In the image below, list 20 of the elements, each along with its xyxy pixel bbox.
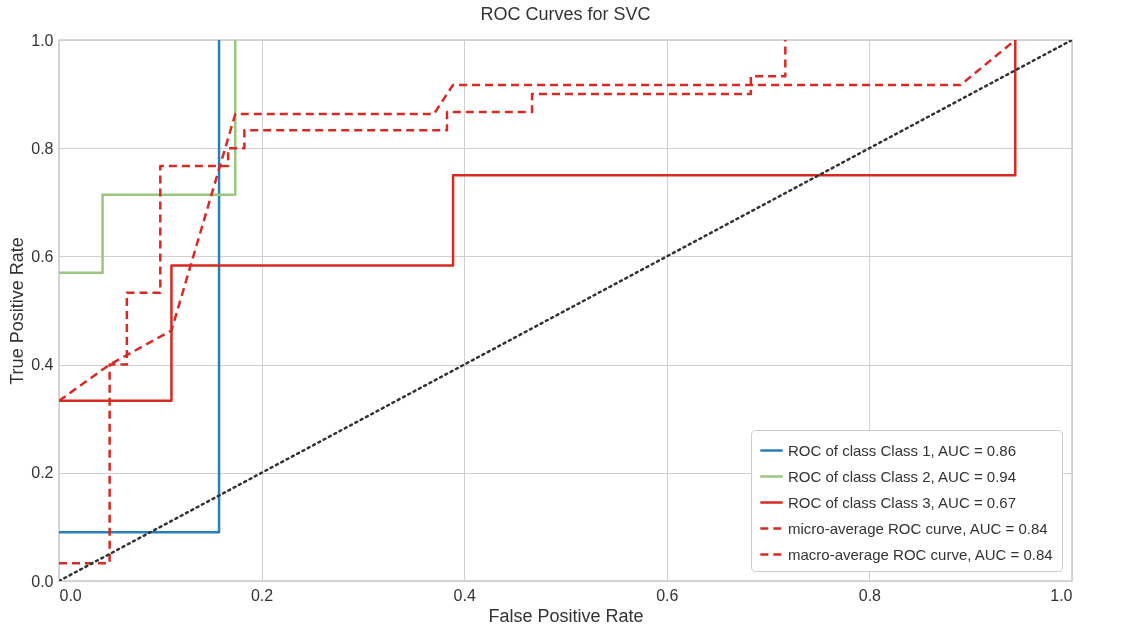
- y-tick-label: 0.2: [31, 464, 54, 482]
- x-axis-title: False Positive Rate: [488, 605, 644, 626]
- x-tick-label: 0.0: [59, 586, 82, 604]
- y-axis-title: True Positive Rate: [7, 237, 28, 385]
- y-tick-label: 0.0: [31, 572, 54, 590]
- legend-label: micro-average ROC curve, AUC = 0.84: [788, 519, 1048, 537]
- y-tick-label: 1.0: [31, 31, 54, 49]
- chart-title: ROC Curves for SVC: [480, 4, 651, 24]
- legend-label: ROC of class Class 2, AUC = 0.94: [788, 467, 1017, 485]
- y-tick-label: 0.6: [31, 247, 54, 265]
- y-tick-label: 0.4: [31, 356, 54, 374]
- x-tick-label: 0.4: [453, 586, 476, 604]
- legend-label: ROC of class Class 3, AUC = 0.67: [788, 493, 1017, 511]
- legend-label: ROC of class Class 1, AUC = 0.86: [788, 441, 1017, 459]
- x-tick-label: 1.0: [1050, 586, 1073, 604]
- x-tick-label: 0.8: [858, 586, 882, 604]
- x-tick-label: 0.6: [656, 586, 679, 604]
- y-tick-label: 0.8: [31, 139, 54, 157]
- legend-label: macro-average ROC curve, AUC = 0.84: [788, 545, 1053, 563]
- x-tick-label: 0.2: [250, 586, 274, 604]
